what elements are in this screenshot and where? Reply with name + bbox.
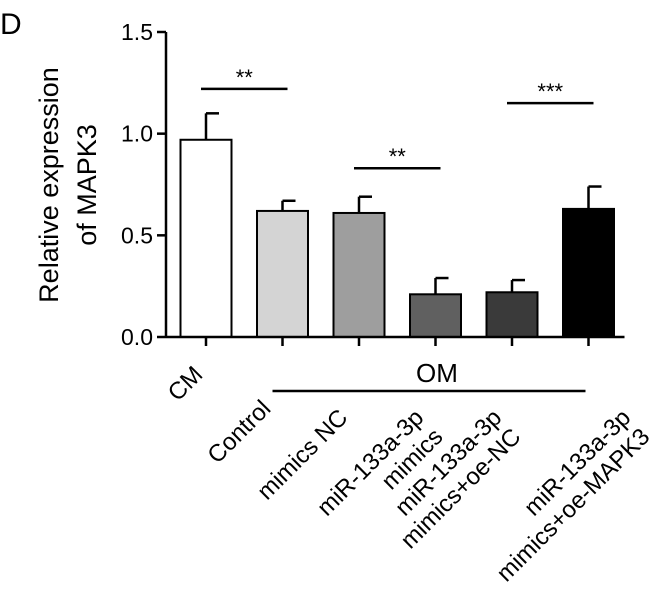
x-tick-label: CM: [163, 361, 208, 406]
y-tick-label: 0.0: [121, 324, 153, 350]
x-tick-label-line: Control: [202, 395, 276, 469]
significance-label: **: [236, 65, 254, 90]
significance-label: **: [389, 144, 407, 169]
y-tick-label: 1.5: [121, 19, 153, 45]
y-axis: 0.0 0.5 1.0 1.5: [121, 19, 168, 350]
x-axis: [166, 335, 625, 346]
om-group: OM: [272, 358, 586, 393]
group-label: OM: [416, 358, 458, 388]
bar: [179, 138, 233, 338]
bar: [409, 293, 462, 338]
bar: [256, 209, 309, 338]
significance-markers: *******: [201, 65, 594, 170]
x-tick-label-line: CM: [163, 361, 208, 406]
x-tick-label: Control: [202, 395, 276, 469]
bar: [562, 207, 615, 338]
significance-label: ***: [537, 79, 563, 104]
y-axis-label-line2: of MAPK3: [72, 124, 102, 246]
y-tick-label: 0.5: [121, 222, 153, 248]
panel-label: D: [0, 8, 22, 41]
y-tick-label: 1.0: [121, 121, 153, 147]
y-axis-label: Relative expression of MAPK3: [34, 67, 102, 303]
y-axis-label-line1: Relative expression: [34, 67, 64, 303]
bar: [332, 211, 386, 338]
bar: [485, 291, 539, 338]
